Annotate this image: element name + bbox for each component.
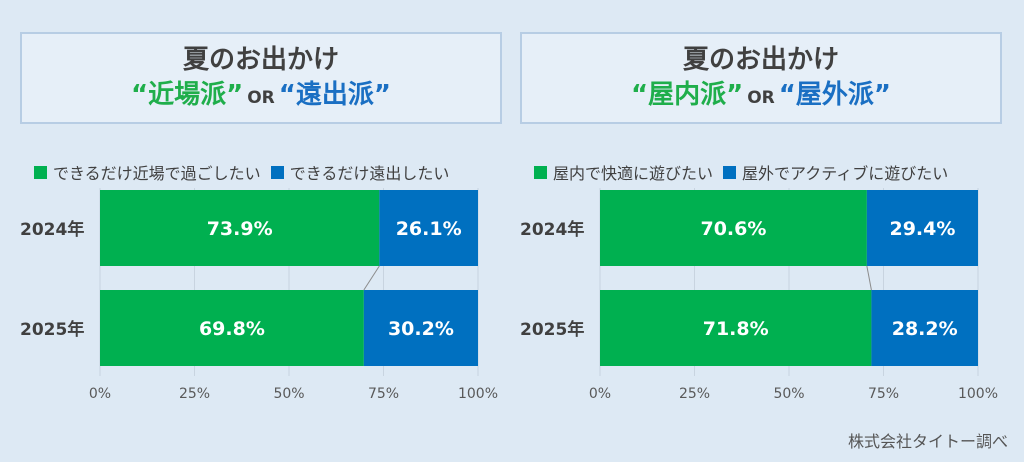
subtitle-category-b: “遠出派”	[278, 80, 391, 110]
series-connector-line	[363, 265, 380, 291]
legend-item-series-2: できるだけ遠出したい	[270, 160, 450, 184]
chart-title-box: 夏のお出かけ “屋内派” OR “屋外派”	[520, 32, 1002, 124]
data-label: 73.9%	[207, 218, 273, 240]
bar-segment	[600, 290, 872, 366]
bar-segment	[600, 190, 867, 266]
subtitle-or: OR	[747, 88, 775, 108]
legend-swatch-blue	[270, 165, 284, 179]
subtitle-category-a: “近場派”	[131, 80, 244, 110]
data-label: 69.8%	[199, 318, 265, 340]
category-label: 2024年	[20, 219, 84, 240]
x-tick-label: 75%	[368, 386, 399, 402]
source-note: 株式会社タイトー調べ	[847, 432, 1008, 451]
x-tick-label: 50%	[773, 386, 804, 402]
legend-swatch-green	[34, 165, 47, 179]
x-tick-label: 0%	[89, 386, 111, 402]
bar-segment	[379, 190, 478, 266]
chart-subtitle: “近場派” OR “遠出派”	[22, 77, 500, 116]
legend-item-series-1: 屋内で快適に遊びたい	[534, 160, 713, 184]
data-label: 30.2%	[388, 318, 454, 340]
x-tick-label: 50%	[273, 386, 304, 402]
data-label: 26.1%	[396, 218, 462, 240]
legend-item-series-2: 屋外でアクティブに遊びたい	[723, 160, 948, 184]
bar-segment	[363, 290, 478, 366]
data-label: 70.6%	[700, 218, 766, 240]
stacked-bar-chart: 0% 25% 50% 75% 100% 70.6% 29.4% 2024年 71.8% 28.2%…	[520, 188, 998, 402]
bar-segment	[100, 290, 364, 366]
legend-label: 屋内で快適に遊びたい	[553, 164, 714, 183]
data-label: 29.4%	[889, 218, 955, 240]
subtitle-or: OR	[247, 88, 275, 108]
bar-segment	[866, 190, 978, 266]
stacked-bar-chart: 0% 25% 50% 75% 100% 73.9% 26.1% 2024年 69.8% 30.2%…	[20, 188, 498, 402]
x-tick-label: 0%	[589, 386, 611, 402]
category-label: 2025年	[520, 319, 584, 340]
data-label: 71.8%	[703, 318, 769, 340]
category-label: 2025年	[20, 319, 84, 340]
legend-swatch-blue	[723, 165, 737, 179]
chart-title-box: 夏のお出かけ “近場派” OR “遠出派”	[20, 32, 502, 124]
chart-panel-right: 夏のお出かけ “屋内派” OR “屋外派” 屋内で快適に遊びたい 屋外でアクティブに…	[520, 0, 1010, 462]
legend-item-series-1: できるだけ近場で過ごしたい	[34, 160, 261, 184]
legend-label: できるだけ近場で過ごしたい	[53, 164, 261, 183]
data-label: 28.2%	[892, 318, 958, 340]
series-connector-line	[866, 265, 872, 291]
subtitle-category-a: “屋内派”	[631, 80, 744, 110]
legend-label: できるだけ遠出したい	[289, 164, 450, 183]
subtitle-category-b: “屋外派”	[778, 80, 891, 110]
bar-segment	[871, 290, 978, 366]
x-tick-label: 75%	[868, 386, 899, 402]
chart-legend: 屋内で快適に遊びたい 屋外でアクティブに遊びたい	[534, 160, 958, 184]
category-label: 2024年	[520, 219, 584, 240]
chart-title: 夏のお出かけ	[682, 45, 839, 75]
bar-segment	[100, 190, 380, 266]
legend-swatch-green	[534, 165, 547, 179]
chart-subtitle: “屋内派” OR “屋外派”	[522, 77, 1000, 116]
x-tick-label: 100%	[958, 386, 998, 402]
chart-panel-left: 夏のお出かけ “近場派” OR “遠出派” できるだけ近場で過ごしたい できるだけ遠…	[20, 0, 510, 462]
x-tick-label: 25%	[179, 386, 210, 402]
x-tick-label: 25%	[679, 386, 710, 402]
legend-label: 屋外でアクティブに遊びたい	[742, 164, 949, 183]
x-tick-label: 100%	[458, 386, 498, 402]
chart-title: 夏のお出かけ	[182, 45, 339, 75]
chart-legend: できるだけ近場で過ごしたい できるだけ遠出したい	[34, 160, 459, 184]
